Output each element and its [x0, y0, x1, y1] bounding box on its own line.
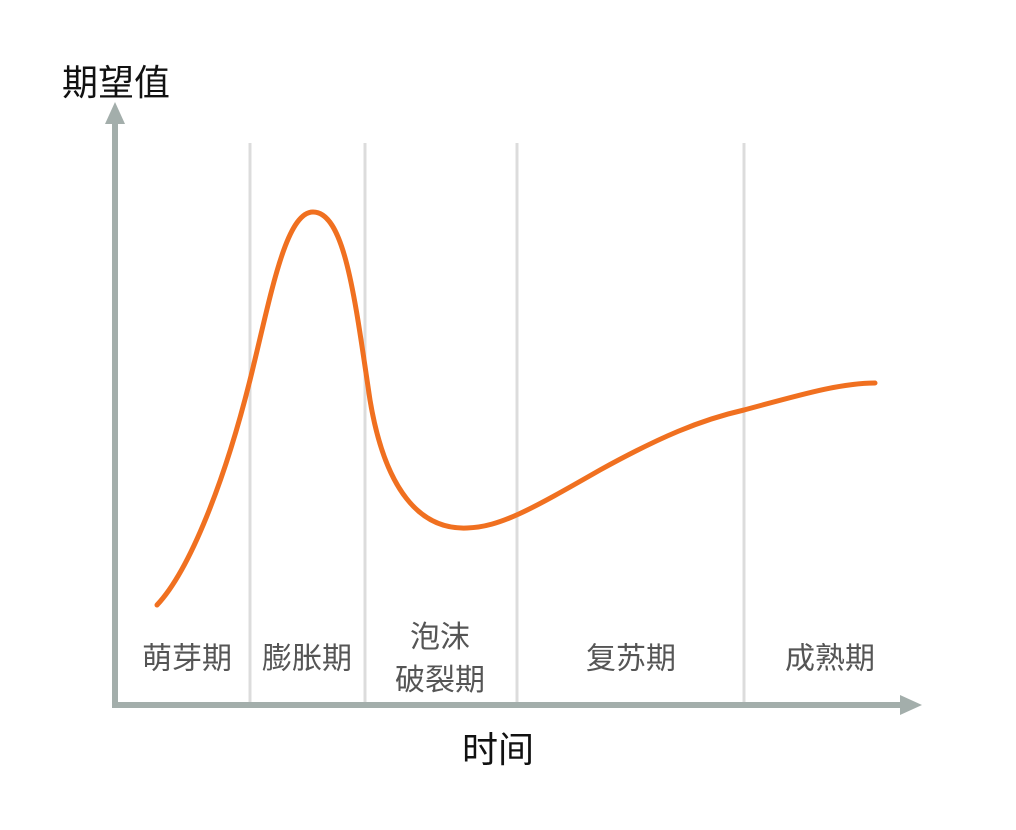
hype-curve [154, 209, 878, 608]
phase-label: 破裂期 [395, 663, 485, 698]
phase-label: 复苏期 [586, 642, 676, 677]
phase-label: 萌芽期 [142, 642, 232, 677]
phase-dividers [248, 143, 746, 703]
phase-label: 成熟期 [785, 642, 875, 677]
x-axis-arrow [900, 695, 922, 715]
axes [105, 102, 922, 715]
y-axis-title: 期望值 [62, 63, 170, 104]
phase-label: 膨胀期 [262, 642, 352, 677]
y-axis-arrow [105, 102, 125, 124]
x-axis-title: 时间 [462, 730, 534, 771]
phase-label: 泡沫 [410, 620, 470, 655]
